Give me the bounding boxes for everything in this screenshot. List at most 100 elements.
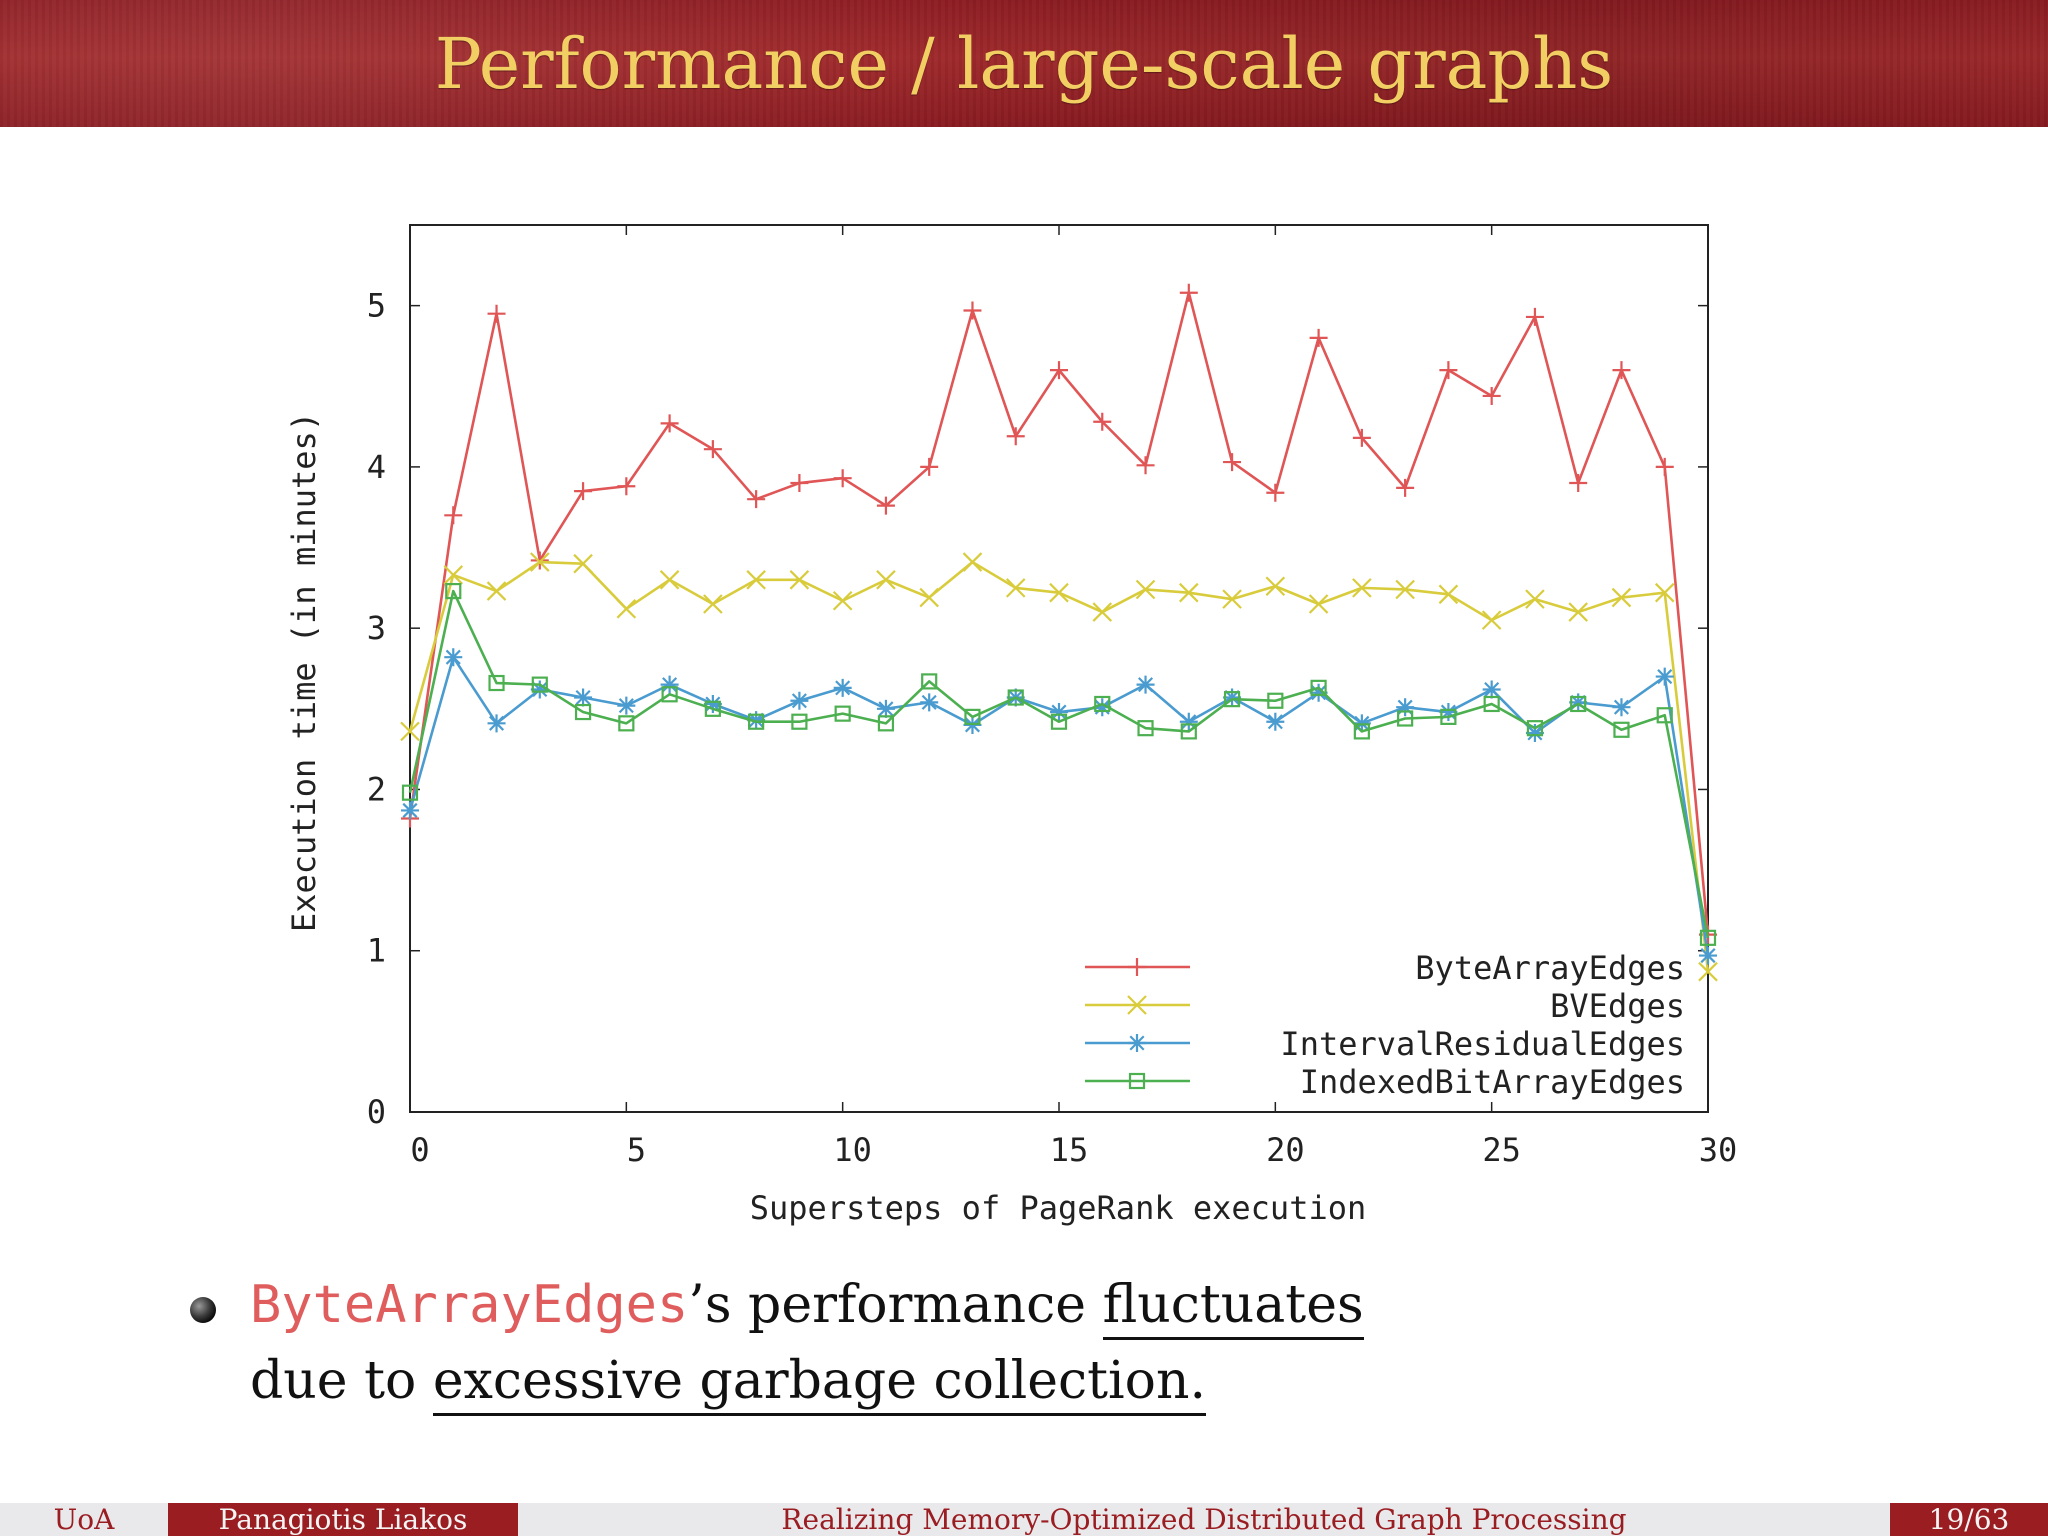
slide-title: Performance / large-scale graphs bbox=[434, 23, 1614, 105]
data-point-1-21 bbox=[1308, 594, 1329, 614]
data-point-1-28 bbox=[1611, 587, 1632, 608]
series-line-1 bbox=[408, 560, 1710, 972]
data-point-2-9 bbox=[790, 691, 809, 710]
data-point-2-11 bbox=[876, 699, 895, 718]
data-point-3-2 bbox=[488, 674, 505, 692]
data-point-2-25 bbox=[1482, 680, 1501, 699]
data-point-1-26 bbox=[1525, 589, 1545, 609]
data-point-2-8 bbox=[747, 711, 766, 730]
data-point-3-30 bbox=[1699, 929, 1717, 946]
footer-author: Panagiotis Liakos bbox=[168, 1503, 518, 1536]
data-point-1-23 bbox=[1395, 579, 1415, 600]
data-point-3-4 bbox=[574, 703, 592, 721]
data-point-1-30 bbox=[1698, 961, 1718, 982]
legend-label-0: ByteArrayEdges bbox=[1415, 949, 1685, 987]
data-point-1-18 bbox=[1179, 582, 1199, 603]
x-tick-label: 15 bbox=[1050, 1131, 1089, 1169]
y-tick-label: 0 bbox=[367, 1093, 386, 1131]
data-point-2-3 bbox=[530, 680, 549, 699]
data-point-0-29 bbox=[1655, 457, 1674, 476]
series-line-0 bbox=[408, 291, 1710, 935]
data-point-2-23 bbox=[1396, 698, 1415, 717]
data-point-0-17 bbox=[1136, 456, 1155, 475]
data-point-0-5 bbox=[617, 477, 636, 496]
bullet-period: . bbox=[1189, 1351, 1206, 1411]
data-point-2-18 bbox=[1179, 712, 1198, 731]
data-point-3-12 bbox=[921, 673, 938, 690]
data-point-3-3 bbox=[531, 676, 548, 693]
data-point-2-15 bbox=[1050, 703, 1068, 722]
data-point-1-19 bbox=[1222, 589, 1242, 609]
bullet-line-1: ByteArrayEdges’s performance fluctuates bbox=[250, 1275, 1364, 1340]
data-point-3-10 bbox=[834, 705, 851, 722]
data-point-1-12 bbox=[919, 587, 939, 608]
data-point-3-15 bbox=[1050, 713, 1068, 730]
data-point-3-17 bbox=[1137, 720, 1154, 737]
data-point-0-23 bbox=[1396, 478, 1415, 497]
data-point-2-2 bbox=[487, 714, 506, 733]
data-point-2-12 bbox=[920, 693, 939, 712]
data-point-0-27 bbox=[1569, 474, 1588, 493]
title-bar: Performance / large-scale graphs bbox=[0, 0, 2048, 127]
data-point-0-11 bbox=[876, 496, 895, 515]
data-point-3-5 bbox=[618, 715, 635, 732]
data-point-0-21 bbox=[1309, 328, 1328, 347]
x-tick-label: 20 bbox=[1266, 1131, 1305, 1169]
data-point-1-20 bbox=[1265, 576, 1286, 597]
data-point-2-26 bbox=[1525, 724, 1544, 743]
bullet-text-b: due to bbox=[250, 1351, 433, 1411]
data-point-0-1 bbox=[444, 506, 463, 525]
data-point-3-16 bbox=[1094, 695, 1111, 713]
data-point-3-1 bbox=[445, 582, 462, 600]
legend-marker-0 bbox=[1128, 958, 1146, 976]
data-point-2-28 bbox=[1612, 698, 1631, 717]
data-point-1-17 bbox=[1135, 579, 1156, 600]
y-tick-label: 2 bbox=[367, 770, 386, 808]
data-point-1-13 bbox=[962, 552, 983, 572]
data-point-3-20 bbox=[1267, 692, 1284, 709]
y-tick-label: 4 bbox=[367, 448, 386, 486]
y-axis-label: Execution time (in minutes) bbox=[285, 412, 323, 932]
legend-label-3: IndexedBitArrayEdges bbox=[1300, 1063, 1685, 1101]
x-tick-label: 25 bbox=[1482, 1131, 1521, 1169]
data-point-0-6 bbox=[660, 414, 679, 433]
y-tick-label: 5 bbox=[367, 287, 386, 325]
x-tick-label: 5 bbox=[627, 1131, 646, 1169]
data-point-1-22 bbox=[1352, 578, 1372, 598]
bullet-text-a: ’s performance bbox=[688, 1275, 1103, 1335]
data-point-3-11 bbox=[877, 715, 895, 732]
x-axis-label: Supersteps of PageRank execution bbox=[750, 1189, 1367, 1227]
underlined-gc-text: excessive garbage collection bbox=[432, 1351, 1190, 1411]
data-point-0-9 bbox=[790, 474, 809, 493]
data-point-1-15 bbox=[1049, 582, 1069, 603]
series-line-3 bbox=[408, 589, 1710, 939]
data-point-2-5 bbox=[617, 696, 636, 715]
data-point-3-8 bbox=[748, 713, 765, 730]
data-point-0-3 bbox=[530, 551, 549, 570]
data-point-0-13 bbox=[963, 301, 982, 320]
data-point-1-14 bbox=[1005, 578, 1026, 598]
data-point-1-1 bbox=[443, 565, 464, 585]
data-point-3-24 bbox=[1440, 708, 1457, 725]
data-point-0-24 bbox=[1439, 361, 1458, 380]
underlined-fluctuates: fluctuates bbox=[1102, 1275, 1364, 1340]
data-point-0-10 bbox=[833, 469, 852, 488]
legend-marker-2 bbox=[1128, 1034, 1146, 1052]
data-point-1-11 bbox=[876, 570, 896, 590]
data-point-3-6 bbox=[661, 686, 678, 703]
data-point-0-14 bbox=[1006, 427, 1025, 446]
bullet-line-2: due to excessive garbage collection. bbox=[250, 1351, 1206, 1416]
line-chart: 0 5 10 15 20 25 30 0 1 2 3 4 5 Supersteps of PageRank… bbox=[285, 224, 1737, 1227]
data-point-0-20 bbox=[1266, 483, 1285, 502]
footer-page-number: 19/63 bbox=[1890, 1503, 2048, 1536]
data-point-0-7 bbox=[703, 440, 722, 459]
data-point-2-27 bbox=[1569, 693, 1588, 712]
data-point-1-10 bbox=[832, 590, 853, 611]
data-point-2-30 bbox=[1699, 946, 1717, 965]
data-point-2-17 bbox=[1136, 675, 1155, 694]
y-tick-label: 1 bbox=[367, 932, 386, 970]
data-point-2-1 bbox=[444, 648, 463, 667]
data-point-3-13 bbox=[964, 708, 981, 725]
data-point-3-29 bbox=[1656, 707, 1673, 724]
data-point-2-10 bbox=[833, 678, 852, 697]
